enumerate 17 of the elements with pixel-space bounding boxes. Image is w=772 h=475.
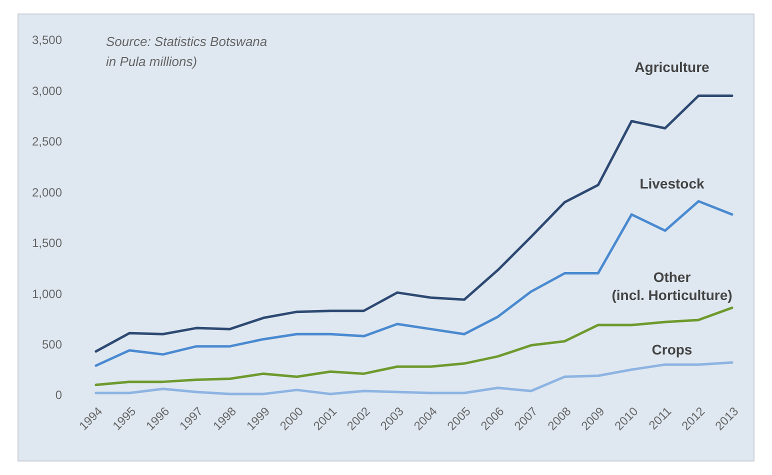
series-label: Other (incl. Horticulture) [612,268,732,303]
y-tick-label: 0 [55,388,62,402]
annotation: in Pula millions) [106,54,198,69]
series-label: Agriculture [634,58,710,75]
series-label: Crops [652,342,692,358]
line-series [94,200,734,367]
y-tick-label: 3,000 [32,84,62,98]
y-tick-label: 500 [42,337,62,352]
y-tick-label: 2,000 [32,185,62,200]
y-tick-label: 2,500 [32,134,62,149]
y-tick-label: 3,500 [32,33,62,48]
series-label: Livestock [640,175,705,192]
y-tick-label: 1,000 [32,286,62,301]
line-series [94,361,734,396]
line-series [94,306,734,386]
annotation: Source: Statistics Botswana [106,34,268,49]
y-tick-label: 1,500 [32,236,62,250]
